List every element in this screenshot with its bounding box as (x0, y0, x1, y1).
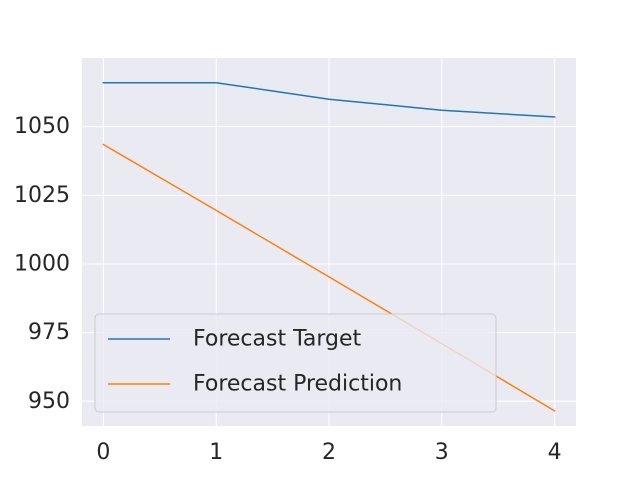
y-tick-label: 1050 (14, 114, 70, 139)
x-tick-label: 3 (435, 440, 449, 465)
legend-box (94, 313, 497, 413)
x-tick-label: 2 (322, 440, 336, 465)
x-tick-label: 0 (96, 440, 110, 465)
legend-label: Forecast Target (193, 327, 362, 352)
y-axis-ticks: 950 975 1000 1025 1050 (14, 114, 70, 414)
legend: Forecast Target Forecast Prediction (94, 313, 497, 413)
x-tick-label: 1 (209, 440, 223, 465)
y-tick-label: 950 (28, 389, 70, 414)
legend-label: Forecast Prediction (193, 372, 402, 397)
y-tick-label: 1000 (14, 251, 70, 276)
series-line-1 (102, 81, 556, 118)
x-axis-ticks: 0 1 2 3 4 (96, 440, 561, 465)
y-tick-label: 975 (28, 320, 70, 345)
x-tick-label: 4 (548, 440, 562, 465)
y-tick-label: 1025 (14, 183, 70, 208)
